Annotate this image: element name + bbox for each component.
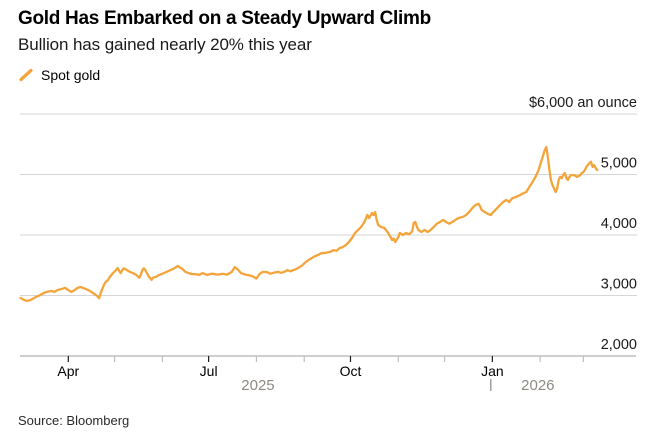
legend-label-spot-gold: Spot gold xyxy=(41,67,101,83)
legend: Spot gold xyxy=(18,67,100,83)
year-label-2025: 2025 xyxy=(241,377,274,394)
year-label-2026: 2026 xyxy=(521,377,554,394)
spot-gold-line xyxy=(19,145,599,303)
orange-slash-icon xyxy=(19,68,33,82)
x-axis-label-Jul: Jul xyxy=(200,363,218,379)
y-axis-label-4000: 4,000 xyxy=(601,216,637,232)
y-axis-label-5000: 5,000 xyxy=(601,156,637,172)
x-axis-label-Oct: Oct xyxy=(340,363,362,379)
x-axis-label-Jan: Jan xyxy=(481,363,504,379)
chart-subtitle: Bullion has gained nearly 20% this year xyxy=(18,35,312,54)
y-axis-label-3000: 3,000 xyxy=(601,277,637,293)
page-title: Gold Has Embarked on a Steady Upward Cli… xyxy=(18,8,431,29)
x-axis-label-Apr: Apr xyxy=(57,363,79,379)
source-attribution: Source: Bloomberg xyxy=(18,413,130,428)
y-axis-label-6000: $6,000 an ounce xyxy=(529,95,637,111)
y-axis-label-2000: 2,000 xyxy=(601,337,637,353)
